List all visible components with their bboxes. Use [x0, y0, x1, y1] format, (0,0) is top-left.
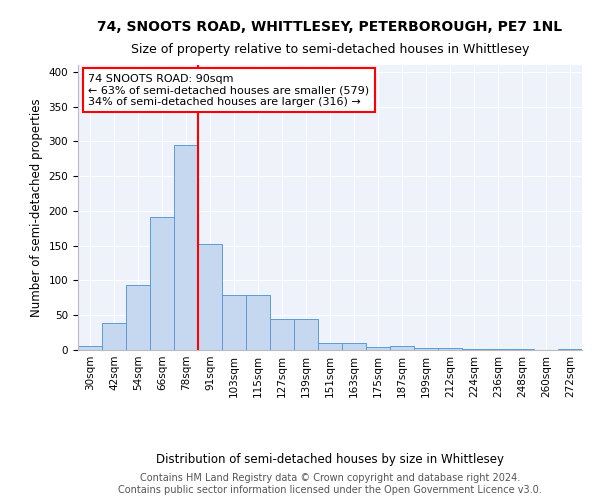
Text: 74, SNOOTS ROAD, WHITTLESEY, PETERBOROUGH, PE7 1NL: 74, SNOOTS ROAD, WHITTLESEY, PETERBOROUG…	[97, 20, 563, 34]
Bar	[174, 145, 198, 350]
Bar	[414, 348, 438, 350]
Bar	[222, 295, 246, 350]
Bar	[366, 346, 390, 350]
Bar	[102, 323, 126, 350]
Bar	[438, 348, 462, 350]
Text: Contains HM Land Registry data © Crown copyright and database right 2024.
Contai: Contains HM Land Registry data © Crown c…	[118, 474, 542, 495]
Bar	[126, 286, 150, 350]
X-axis label: Distribution of semi-detached houses by size in Whittlesey: Distribution of semi-detached houses by …	[156, 452, 504, 466]
Bar	[462, 348, 486, 350]
Y-axis label: Number of semi-detached properties: Number of semi-detached properties	[30, 98, 43, 317]
Bar	[78, 346, 102, 350]
Text: Size of property relative to semi-detached houses in Whittlesey: Size of property relative to semi-detach…	[131, 42, 529, 56]
Bar	[294, 320, 318, 350]
Bar	[198, 244, 222, 350]
Bar	[150, 217, 174, 350]
Bar	[390, 346, 414, 350]
Bar	[246, 295, 270, 350]
Bar	[486, 348, 510, 350]
Bar	[558, 348, 582, 350]
Bar	[342, 343, 366, 350]
Text: 74 SNOOTS ROAD: 90sqm
← 63% of semi-detached houses are smaller (579)
34% of sem: 74 SNOOTS ROAD: 90sqm ← 63% of semi-deta…	[88, 74, 369, 107]
Bar	[270, 320, 294, 350]
Bar	[318, 343, 342, 350]
